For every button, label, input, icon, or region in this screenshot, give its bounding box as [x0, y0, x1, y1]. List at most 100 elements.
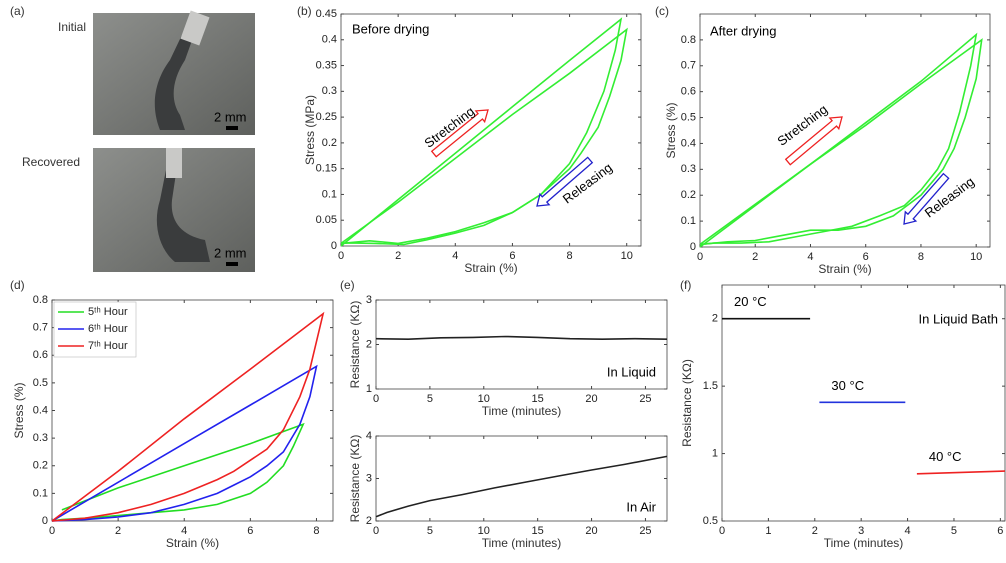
y-tick-label: 0.6	[33, 349, 48, 361]
x-tick-label: 10	[478, 393, 490, 405]
legend-label: 7ᵗʰ Hour	[88, 340, 128, 352]
x-tick-label: 8	[313, 525, 319, 537]
x-axis-label: Time (minutes)	[824, 536, 904, 550]
y-tick-label: 0.05	[316, 214, 337, 226]
x-tick-label: 0	[49, 525, 55, 537]
photo-label: Initial	[58, 20, 86, 34]
x-tick-label: 0	[373, 393, 379, 405]
plot-frame	[375, 299, 668, 390]
x-tick-label: 20	[585, 393, 597, 405]
x-axis-label: Strain (%)	[464, 261, 517, 275]
y-axis-label: Resistance (KΩ)	[348, 435, 362, 523]
y-tick-label: 0.7	[33, 322, 48, 334]
clamp	[166, 148, 182, 178]
data-line	[340, 17, 623, 247]
y-tick-label: 0.3	[681, 163, 696, 175]
y-tick-label: 1	[366, 383, 372, 395]
x-tick-label: 15	[532, 393, 544, 405]
data-line	[375, 455, 668, 518]
x-tick-label: 6	[863, 251, 869, 263]
x-tick-label: 10	[970, 251, 982, 263]
photo-panel: Initial Recovered 2 mm 2 mm	[22, 10, 255, 272]
y-tick-label: 1.5	[703, 380, 718, 392]
plot-title: After drying	[710, 23, 776, 38]
data-line	[51, 364, 318, 522]
x-tick-label: 3	[858, 525, 864, 537]
annotation-arrow	[784, 116, 843, 166]
data-line	[916, 470, 1006, 475]
y-axis-label: Resistance (KΩ)	[348, 301, 362, 389]
legend-label: 6ᵗʰ Hour	[88, 323, 128, 335]
x-tick-label: 10	[621, 250, 633, 262]
data-line	[51, 311, 325, 522]
y-tick-label: 1	[712, 447, 718, 459]
y-tick-label: 0.15	[316, 163, 337, 175]
x-tick-label: 1	[765, 525, 771, 537]
x-tick-label: 4	[905, 525, 911, 537]
x-axis-label: Time (minutes)	[482, 404, 562, 418]
scale-label: 2 mm	[214, 245, 247, 260]
y-tick-label: 0.1	[681, 215, 696, 227]
x-tick-label: 4	[181, 525, 187, 537]
y-tick-label: 0.4	[322, 34, 337, 46]
y-tick-label: 0.25	[316, 111, 337, 123]
x-tick-label: 25	[639, 525, 651, 537]
scale-bar	[226, 126, 238, 130]
panel-label: (f)	[680, 278, 691, 292]
data-line	[51, 422, 305, 522]
x-tick-label: 8	[918, 251, 924, 263]
panel-label: (e)	[340, 278, 355, 292]
photo-label: Recovered	[22, 155, 80, 169]
x-axis-label: Strain (%)	[166, 536, 219, 550]
y-tick-label: 2	[366, 338, 372, 350]
x-tick-label: 6	[247, 525, 253, 537]
x-tick-label: 10	[478, 525, 490, 537]
x-tick-label: 4	[452, 250, 458, 262]
x-tick-label: 6	[509, 250, 515, 262]
plot-title: Before drying	[352, 21, 429, 36]
y-tick-label: 0.3	[322, 85, 337, 97]
x-tick-label: 15	[532, 525, 544, 537]
panel-label: (a)	[10, 4, 25, 18]
plot-title: In Air	[626, 499, 656, 514]
data-line	[375, 335, 668, 341]
x-tick-label: 5	[427, 393, 433, 405]
x-tick-label: 8	[567, 250, 573, 262]
x-axis-label: Strain (%)	[818, 262, 871, 276]
y-tick-label: 0.5	[681, 111, 696, 123]
series-label: 40 °C	[929, 449, 962, 464]
y-tick-label: 0.4	[33, 404, 48, 416]
y-axis-label: Resistance (KΩ)	[680, 359, 694, 447]
x-tick-label: 2	[395, 250, 401, 262]
plot-frame	[699, 13, 991, 248]
arrow-shape	[784, 116, 843, 166]
y-tick-label: 0.1	[322, 188, 337, 200]
arrow-shape	[903, 172, 950, 225]
x-tick-label: 2	[812, 525, 818, 537]
y-tick-label: 0.8	[33, 294, 48, 306]
x-tick-label: 6	[997, 525, 1003, 537]
x-tick-label: 0	[373, 525, 379, 537]
series-label: 30 °C	[831, 378, 864, 393]
plot-title: In Liquid Bath	[918, 311, 998, 326]
plot-title: In Liquid	[607, 364, 656, 379]
scale-bar	[226, 262, 238, 266]
y-tick-label: 0	[42, 515, 48, 527]
legend-label: 5ᵗʰ Hour	[88, 306, 128, 318]
y-tick-label: 2	[712, 313, 718, 325]
x-tick-label: 5	[951, 525, 957, 537]
scale-label: 2 mm	[214, 109, 247, 124]
x-tick-label: 20	[585, 525, 597, 537]
y-tick-label: 0.45	[316, 8, 337, 20]
y-tick-label: 2	[366, 515, 372, 527]
y-tick-label: 0.35	[316, 59, 337, 71]
y-axis-label: Stress (%)	[664, 102, 678, 158]
arrow-shape	[536, 156, 594, 207]
annotation-arrow	[430, 109, 489, 158]
y-tick-label: 0.5	[703, 515, 718, 527]
data-line	[699, 38, 983, 246]
y-axis-label: Stress (MPa)	[303, 95, 317, 165]
panel-label: (b)	[297, 4, 312, 18]
annotation-arrow	[536, 156, 594, 207]
y-tick-label: 0.7	[681, 60, 696, 72]
